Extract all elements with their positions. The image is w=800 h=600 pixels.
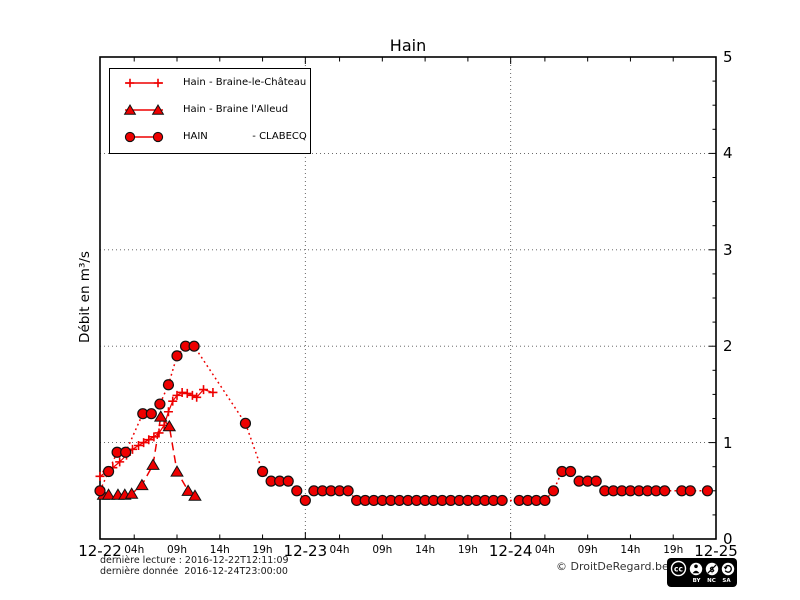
cc-license-badge: cc $ BY NC SA	[667, 558, 737, 587]
x-axis-day-label: 12-23	[283, 542, 328, 560]
x-axis-hour-label: 19h	[252, 544, 273, 556]
y-axis-tick-label: 1	[723, 433, 733, 452]
x-axis-day-label: 12-22	[78, 542, 122, 560]
y-axis-tick-label: 4	[723, 144, 733, 163]
legend-triangle-sample	[123, 103, 165, 115]
last-reading-text: dernière lecture : 2016-12-22T12:11:09	[100, 555, 289, 566]
cc-by-label: BY	[692, 578, 701, 584]
x-axis-hour-label: 14h	[415, 544, 436, 556]
cc-nc-label: NC	[707, 578, 716, 584]
x-axis-hour-label: 09h	[372, 544, 393, 556]
y-axis-title: Débit en m³/s	[77, 251, 93, 343]
x-axis-hour-label: 14h	[209, 544, 230, 556]
non-commercial-dollar-icon: $	[705, 562, 719, 575]
y-axis-tick-label: 3	[723, 240, 733, 259]
legend-box: Hain - Braine-le-Château Hain - Braine l'…	[109, 68, 311, 154]
cc-logo-icon: cc	[670, 560, 687, 577]
legend-item: HAIN - CLABECQ	[110, 123, 310, 150]
x-axis-hour-label: 09h	[166, 544, 188, 556]
x-axis-hour-label: 04h	[329, 544, 350, 556]
x-axis-day-label: 12-24	[488, 542, 533, 560]
x-axis-hour-label: 19h	[457, 544, 478, 556]
x-axis-hour-label: 09h	[577, 544, 598, 556]
last-data-text: dernière donnée 2016-12-24T23:00:00	[100, 566, 288, 577]
y-axis-tick-label: 0	[723, 530, 733, 548]
x-axis-hour-label: 04h	[124, 544, 145, 556]
x-axis-day-label: 12-25	[694, 542, 738, 560]
svg-text:cc: cc	[674, 564, 683, 573]
x-axis-hour-label: 19h	[663, 544, 684, 556]
legend-plus-sample	[125, 78, 163, 87]
cc-labels-row: BY NC SA	[689, 577, 737, 585]
legend-item-label: Hain - Braine l'Alleud	[183, 104, 289, 115]
cc-sa-label: SA	[722, 578, 731, 584]
y-axis-tick-label: 2	[723, 337, 733, 356]
attribution-person-icon	[689, 562, 703, 575]
legend-circle-sample	[124, 131, 164, 142]
legend-item-label: Hain - Braine-le-Château	[183, 77, 307, 88]
legend-item: Hain - Braine l'Alleud	[110, 96, 310, 123]
cc-icons-row: cc $	[670, 560, 737, 577]
legend-item: Hain - Braine-le-Château	[110, 69, 310, 96]
x-axis-hour-label: 04h	[534, 544, 555, 556]
chart-title: Hain	[389, 36, 427, 55]
legend-item-label: HAIN - CLABECQ	[183, 131, 307, 142]
copyright-text: © DroitDeRegard.be	[556, 560, 669, 573]
x-axis-hour-label: 14h	[620, 544, 641, 556]
y-axis-tick-label: 5	[723, 48, 733, 66]
share-alike-arrow-icon	[721, 562, 735, 575]
